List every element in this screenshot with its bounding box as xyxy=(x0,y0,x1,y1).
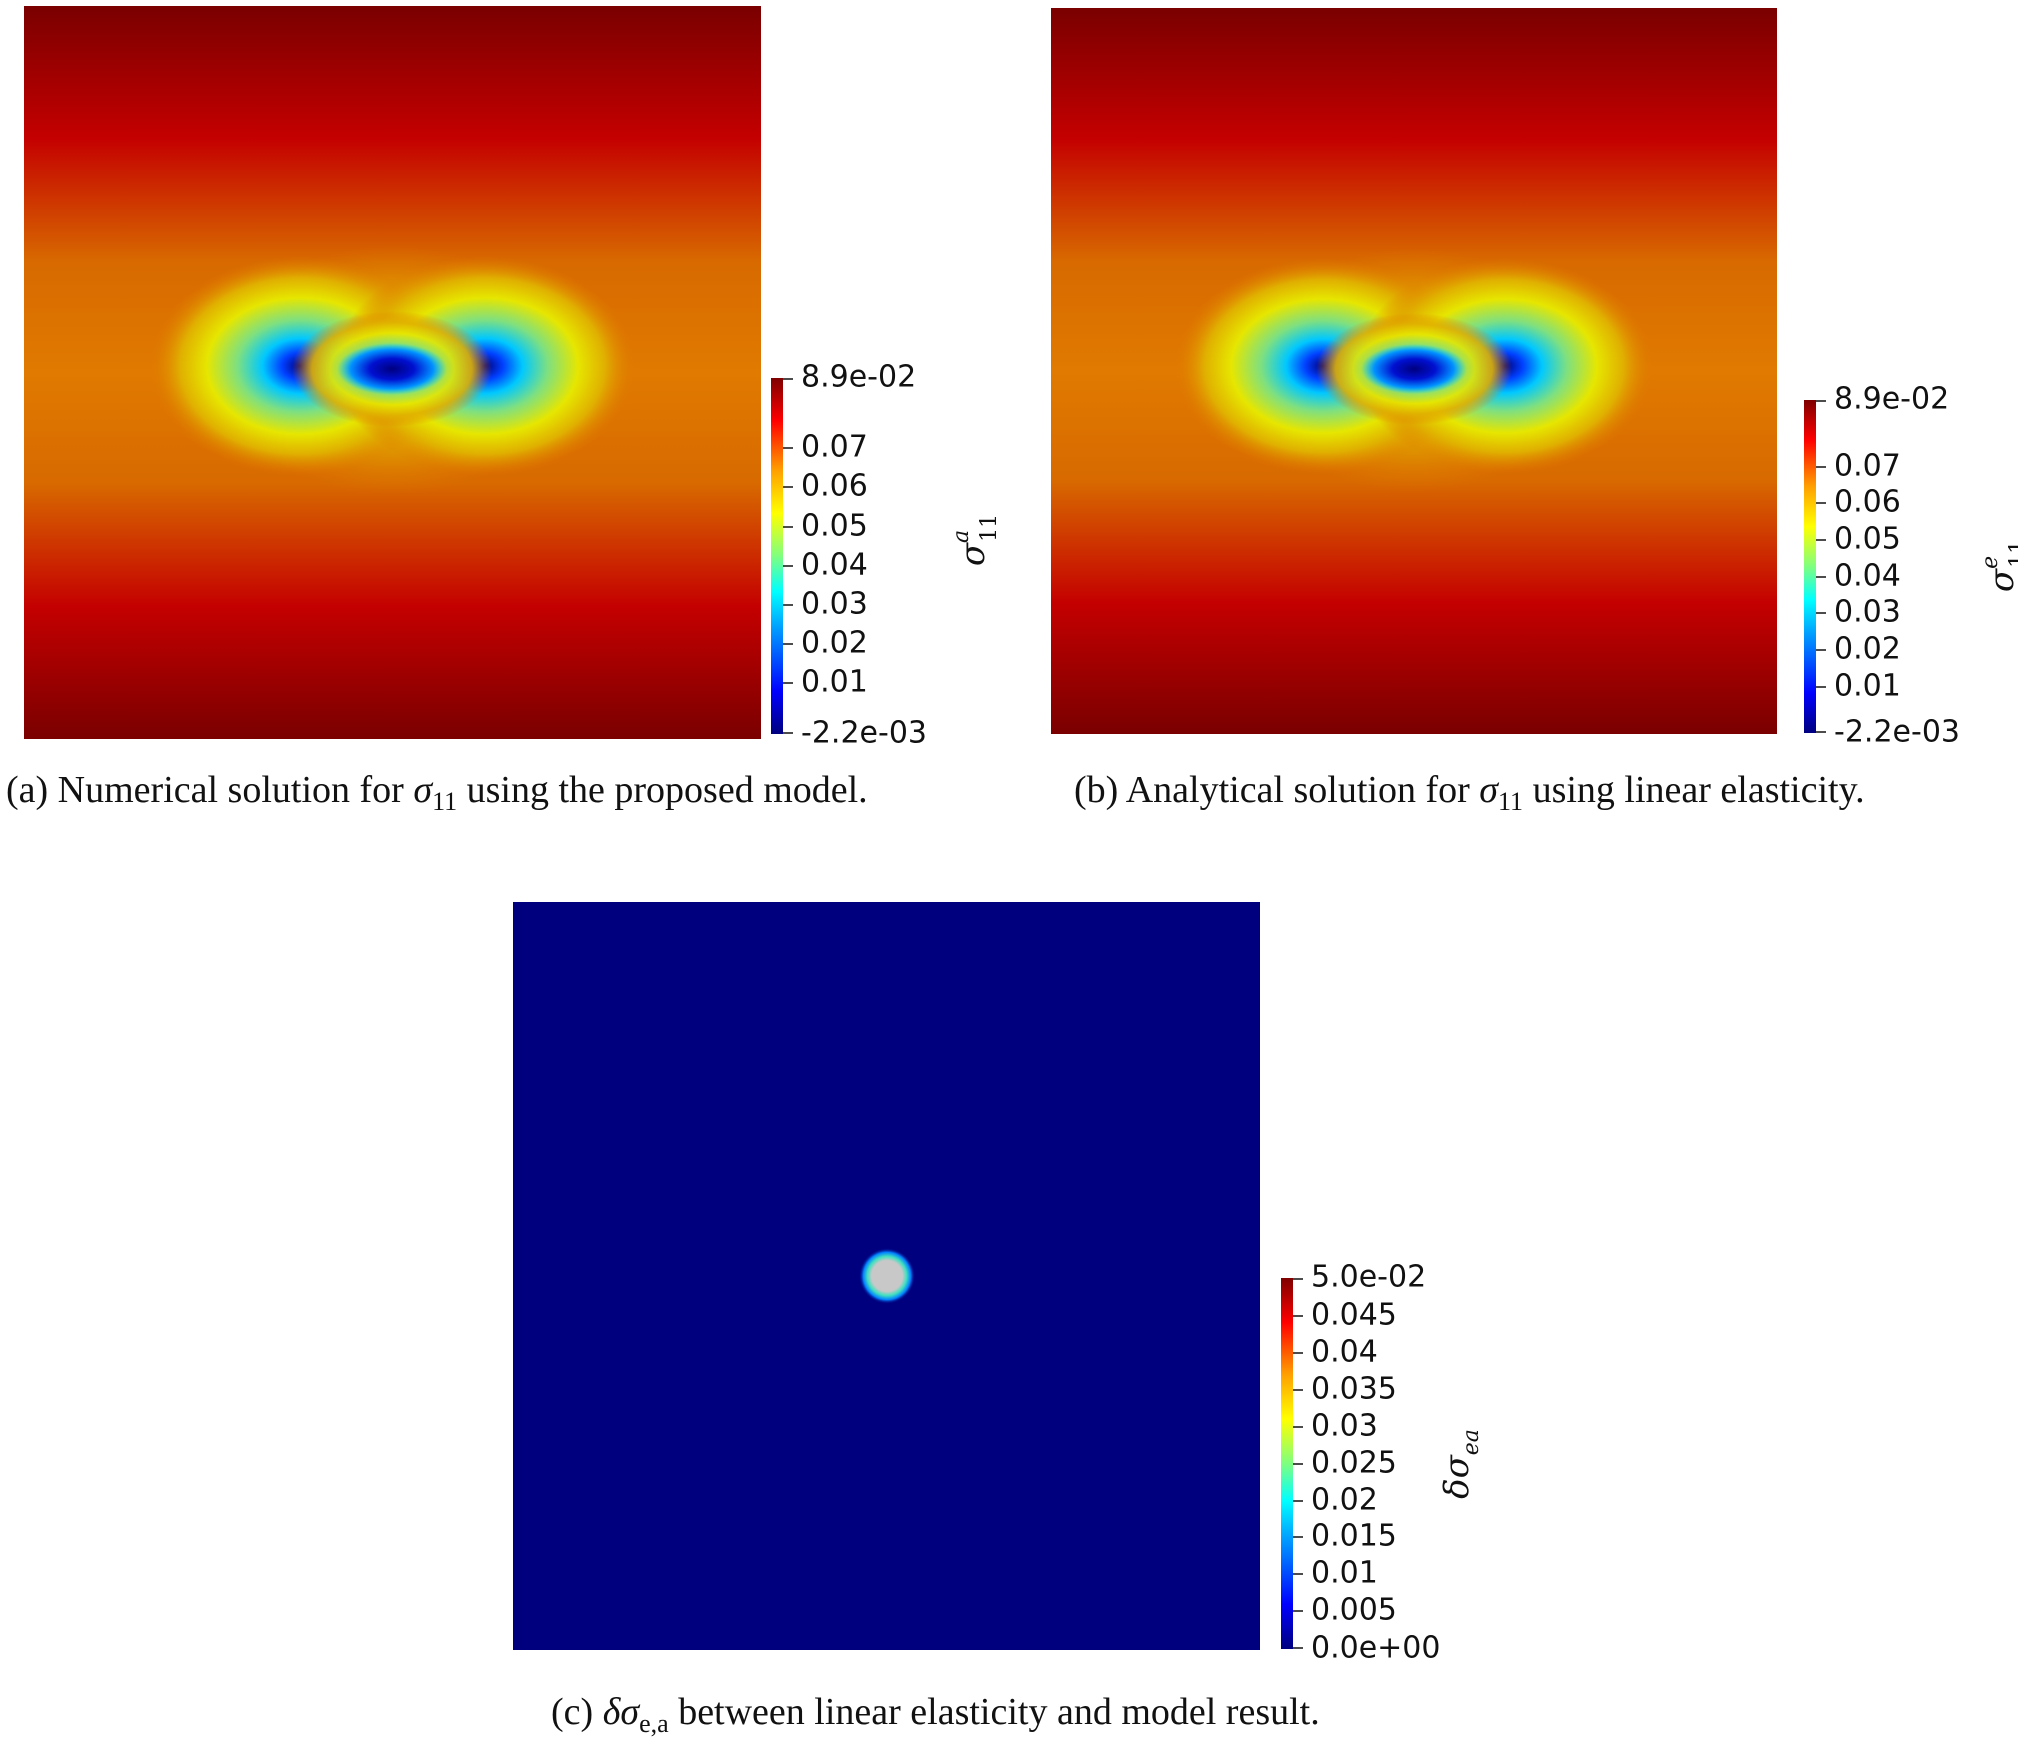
colorbar-c-tick-label: 0.03 xyxy=(1311,1409,1378,1444)
colorbar-a-tick-label: 0.04 xyxy=(801,548,868,583)
caption-b-symbol: σ xyxy=(1479,769,1499,811)
colorbar-a-tick-label: 0.07 xyxy=(801,430,868,465)
colorbar-b-tick-label: 0.03 xyxy=(1834,595,1901,630)
panel-c-heatmap xyxy=(513,902,1260,1650)
colorbar-b-tick-label: 0.06 xyxy=(1834,485,1901,520)
colorbar-a-max-label: 8.9e-02 xyxy=(801,360,916,395)
colorbar-b-ramp xyxy=(1804,400,1816,733)
colorbar-c-min-label: 0.0e+00 xyxy=(1311,1631,1440,1666)
caption-b-prefix: (b) Analytical solution for xyxy=(1074,769,1480,811)
caption-c: (c) δσe,a between linear elasticity and … xyxy=(551,1690,1320,1739)
colorbar-c-title: δσea xyxy=(1437,1429,1484,1499)
colorbar-c-tick-label: 0.04 xyxy=(1311,1335,1378,1370)
colorbar-b-max-label: 8.9e-02 xyxy=(1834,382,1949,417)
colorbar-b-title-text: σe 11 xyxy=(1978,540,2018,592)
caption-c-subscript: e,a xyxy=(639,1709,669,1738)
colorbar-a xyxy=(771,378,783,734)
colorbar-a-tick-label: 0.05 xyxy=(801,509,868,544)
caption-c-symbol: δσ xyxy=(602,1691,640,1733)
colorbar-b-title: σe 11 xyxy=(1978,540,2018,592)
colorbar-b-tick-label: 0.07 xyxy=(1834,449,1901,484)
caption-a-suffix: using the proposed model. xyxy=(457,769,868,811)
panel-b-heatmap xyxy=(1051,8,1777,734)
caption-c-suffix: between linear elasticity and model resu… xyxy=(668,1691,1320,1733)
colorbar-c-tick-label: 0.045 xyxy=(1311,1298,1397,1333)
colorbar-c xyxy=(1281,1278,1293,1649)
colorbar-a-title-text: σa 11 xyxy=(949,514,1002,566)
colorbar-c-tick-label: 0.02 xyxy=(1311,1483,1378,1518)
colorbar-b-tick-label: 0.04 xyxy=(1834,559,1901,594)
colorbar-c-tick-label: 0.01 xyxy=(1311,1556,1378,1591)
colorbar-b-tick-label: 0.01 xyxy=(1834,669,1901,704)
colorbar-a-tick-label: 0.03 xyxy=(801,587,868,622)
caption-a-subscript: 11 xyxy=(432,787,458,816)
colorbar-c-tick-label: 0.015 xyxy=(1311,1519,1397,1554)
caption-b-suffix: using linear elasticity. xyxy=(1523,769,1865,811)
colorbar-b-min-label: -2.2e-03 xyxy=(1834,715,1960,750)
colorbar-a-min-label: -2.2e-03 xyxy=(801,716,927,751)
colorbar-c-tick-label: 0.025 xyxy=(1311,1446,1397,1481)
colorbar-c-tick-label: 0.035 xyxy=(1311,1372,1397,1407)
caption-a: (a) Numerical solution for σ11 using the… xyxy=(6,768,868,817)
colorbar-c-tick-label: 0.005 xyxy=(1311,1593,1397,1628)
caption-c-prefix: (c) xyxy=(551,1691,603,1733)
panel-a-heatmap xyxy=(24,6,761,739)
colorbar-b-tick-label: 0.05 xyxy=(1834,522,1901,557)
colorbar-c-max-label: 5.0e-02 xyxy=(1311,1260,1426,1295)
colorbar-c-ramp xyxy=(1281,1278,1293,1649)
colorbar-a-tick-label: 0.06 xyxy=(801,469,868,504)
colorbar-a-tick-label: 0.01 xyxy=(801,665,868,700)
caption-b-subscript: 11 xyxy=(1498,787,1524,816)
caption-a-symbol: σ xyxy=(413,769,433,811)
colorbar-b-tick-label: 0.02 xyxy=(1834,632,1901,667)
caption-b: (b) Analytical solution for σ11 using li… xyxy=(1074,768,1865,817)
colorbar-b xyxy=(1804,400,1816,733)
colorbar-labels: 8.9e-02-2.2e-030.070.060.050.040.030.020… xyxy=(783,360,2018,1666)
colorbar-c-title-text: δσea xyxy=(1437,1429,1484,1499)
colorbar-a-tick-label: 0.02 xyxy=(801,626,868,661)
colorbar-a-ramp xyxy=(771,378,783,734)
caption-a-prefix: (a) Numerical solution for xyxy=(6,769,414,811)
colorbar-a-title: σa 11 xyxy=(949,514,1002,566)
